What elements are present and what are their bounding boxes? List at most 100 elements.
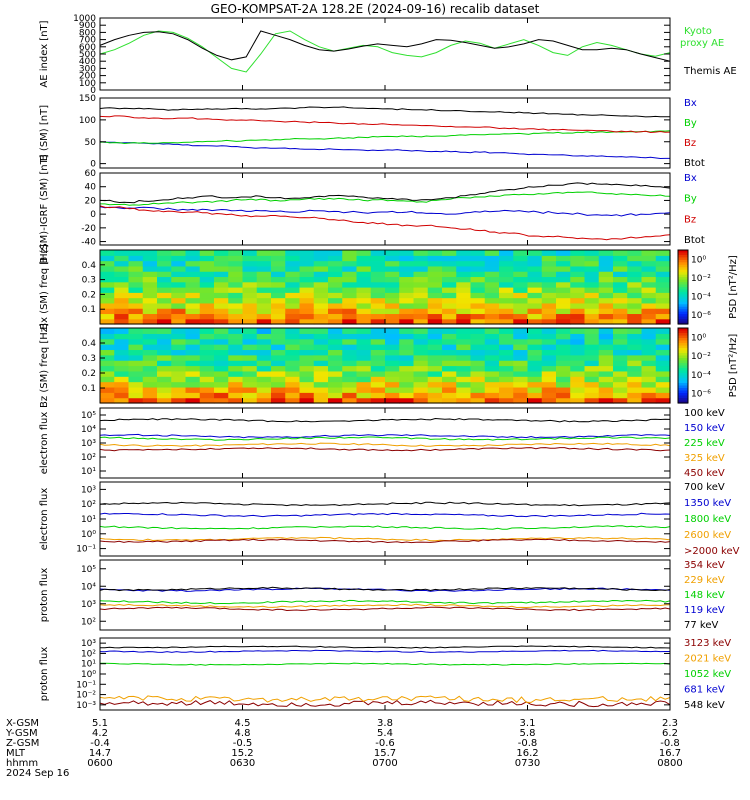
spectrogram-cell bbox=[313, 338, 329, 345]
panel-frame bbox=[99, 17, 671, 91]
spectrogram-cell bbox=[100, 255, 115, 262]
spectrogram-cell bbox=[370, 386, 386, 393]
spectrogram-cell bbox=[342, 260, 358, 267]
spectrogram-cell bbox=[427, 328, 443, 334]
legend-entry: Btot bbox=[684, 235, 705, 246]
spectrogram-cell bbox=[370, 365, 386, 372]
spectrogram-cell bbox=[513, 333, 529, 340]
spectrogram-cell bbox=[613, 271, 628, 278]
spectrogram-cell bbox=[342, 308, 358, 315]
spectrogram-cell bbox=[228, 376, 244, 383]
spectrogram-cell bbox=[655, 365, 671, 372]
spectrogram-cell bbox=[271, 281, 286, 288]
spectrogram-cell bbox=[271, 297, 286, 304]
spectrogram-cell bbox=[613, 360, 628, 367]
spectrogram-cell bbox=[342, 392, 358, 399]
spectrogram-cell bbox=[356, 354, 372, 361]
spectrogram-cell bbox=[598, 370, 614, 377]
spectrogram-cell bbox=[413, 328, 429, 334]
spectrogram-cell bbox=[128, 376, 144, 383]
spectrogram-cell bbox=[385, 271, 400, 278]
spectrogram-cell bbox=[114, 328, 130, 334]
legend-entry: 148 keV bbox=[684, 590, 725, 601]
spectrogram-cell bbox=[470, 333, 486, 340]
spectrogram-cell bbox=[556, 365, 571, 372]
panel-3: B (SM)-IGRF (SM) [nT] Bx By Bz Btot bbox=[39, 154, 705, 263]
spectrogram-cell bbox=[484, 338, 500, 345]
spectrogram-cell bbox=[313, 386, 329, 393]
colorbar-segment bbox=[678, 388, 688, 392]
spectrogram-cell bbox=[613, 386, 628, 393]
spectrogram-cell bbox=[285, 365, 301, 372]
spectrogram-cell bbox=[527, 349, 543, 356]
spectrogram-cell bbox=[199, 255, 215, 262]
spectrogram-cell bbox=[100, 370, 115, 377]
spectrogram-cell bbox=[655, 265, 671, 272]
spectrogram-cell bbox=[385, 360, 400, 367]
series-line bbox=[99, 606, 671, 612]
spectrogram-cell bbox=[399, 338, 415, 345]
spectrogram-cell bbox=[556, 281, 571, 288]
figure-title: GEO-KOMPSAT-2A 128.2E (2024-09-16) recal… bbox=[211, 2, 540, 16]
spectrogram-cell bbox=[313, 349, 329, 356]
spectrogram-cell bbox=[641, 287, 657, 293]
spectrogram-cell bbox=[413, 318, 429, 325]
spectrogram-cell bbox=[100, 271, 115, 278]
spectrogram-cell bbox=[299, 297, 315, 304]
spectrogram-cell bbox=[527, 302, 543, 309]
spectrogram-cell bbox=[442, 397, 457, 404]
spectrogram-cell bbox=[342, 271, 358, 278]
spectrogram-cell bbox=[442, 271, 457, 278]
spectrogram-cell bbox=[242, 302, 258, 309]
y-tick-label: 10⁴ bbox=[81, 582, 96, 592]
series-line bbox=[99, 417, 671, 423]
spectrogram-cell bbox=[413, 313, 429, 320]
spectrogram-cell bbox=[128, 360, 144, 367]
spectrogram-cell bbox=[285, 271, 301, 278]
legend-entry: 548 keV bbox=[684, 700, 725, 711]
spectrogram-cell bbox=[641, 318, 657, 325]
spectrogram-cell bbox=[271, 370, 286, 377]
spectrogram-cell bbox=[342, 292, 358, 299]
spectrogram-cell bbox=[613, 302, 628, 309]
spectrogram-cell bbox=[328, 318, 343, 325]
spectrogram-cell bbox=[470, 297, 486, 304]
spectrogram-cell bbox=[185, 376, 201, 383]
spectrogram-cell bbox=[641, 265, 657, 272]
spectrogram-cell bbox=[484, 349, 500, 356]
spectrogram-cell bbox=[185, 292, 201, 299]
spectrogram-cell bbox=[427, 292, 443, 299]
spectrogram-cell bbox=[114, 302, 130, 309]
spectrogram-cell bbox=[114, 381, 130, 388]
spectrogram-cell bbox=[541, 381, 557, 388]
spectrogram-cell bbox=[442, 381, 457, 388]
spectrogram-cell bbox=[556, 328, 571, 334]
spectrogram-cell bbox=[313, 287, 329, 293]
y-tick-label: 10² bbox=[81, 617, 96, 627]
y-tick-label: 50 bbox=[85, 138, 97, 148]
spectrogram-cell bbox=[313, 271, 329, 278]
spectrogram-cell bbox=[570, 250, 586, 256]
series-line bbox=[99, 141, 670, 160]
spectrogram-cell bbox=[185, 381, 201, 388]
spectrogram-cell bbox=[570, 265, 586, 272]
spectrogram-cell bbox=[271, 318, 286, 325]
spectrogram-cell bbox=[541, 344, 557, 351]
spectrogram-cell bbox=[513, 265, 529, 272]
spectrogram-cell bbox=[399, 381, 415, 388]
spectrogram-cell bbox=[513, 271, 529, 278]
colorbar-frame bbox=[677, 249, 689, 325]
spectrogram-cell bbox=[598, 365, 614, 372]
spectrogram-cell bbox=[456, 297, 472, 304]
footer-value: 0730 bbox=[515, 758, 540, 769]
legend-entry: 100 keV bbox=[684, 408, 725, 419]
spectrogram-cell bbox=[271, 381, 286, 388]
spectrogram-cell bbox=[370, 381, 386, 388]
spectrogram-cell bbox=[613, 313, 628, 320]
spectrogram-cell bbox=[100, 250, 115, 256]
spectrogram-cell bbox=[527, 308, 543, 315]
spectrogram-cell bbox=[442, 360, 457, 367]
panel-8: proton flux 354 keV 229 keV 148 keV 119 keV 7… bbox=[39, 559, 725, 631]
spectrogram-cell bbox=[313, 281, 329, 288]
spectrogram-cell bbox=[185, 338, 201, 345]
